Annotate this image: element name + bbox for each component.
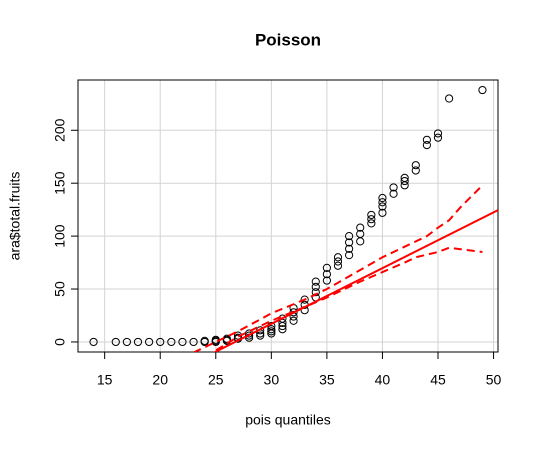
- point: [378, 198, 387, 207]
- point: [278, 325, 287, 334]
- envelope-line: [193, 184, 484, 352]
- plot-area: [89, 85, 498, 352]
- point: [345, 232, 354, 241]
- point: [411, 161, 420, 170]
- point: [367, 210, 376, 220]
- x-tick-label: 25: [208, 372, 224, 388]
- point: [122, 337, 131, 347]
- point: [156, 337, 165, 347]
- point: [433, 133, 443, 142]
- y-tick-label: 100: [52, 224, 68, 248]
- point: [422, 135, 431, 144]
- point: [367, 215, 376, 224]
- point: [389, 183, 398, 192]
- point: [389, 189, 398, 198]
- fit-line: [212, 209, 498, 352]
- y-tick-label: 0: [52, 338, 68, 346]
- x-tick-label: 15: [97, 372, 113, 388]
- point: [345, 238, 354, 247]
- point: [189, 337, 198, 347]
- x-tick-label: 20: [152, 372, 168, 388]
- x-tick-label: 30: [264, 372, 280, 388]
- point: [289, 316, 298, 325]
- point: [345, 244, 354, 253]
- chart-title: Poisson: [255, 30, 321, 49]
- point: [245, 331, 254, 340]
- point: [400, 176, 409, 186]
- point: [411, 166, 420, 175]
- point: [478, 85, 487, 95]
- point: [311, 288, 320, 297]
- point: [322, 276, 331, 285]
- point: [378, 208, 387, 217]
- envelope-line: [210, 246, 483, 352]
- point: [322, 263, 331, 272]
- point: [311, 282, 320, 292]
- point: [333, 261, 343, 270]
- point: [311, 277, 320, 286]
- point: [333, 257, 343, 266]
- point: [178, 337, 187, 347]
- x-tick-label: 40: [375, 372, 391, 388]
- point: [167, 337, 176, 347]
- point: [356, 229, 365, 239]
- point: [333, 253, 343, 262]
- point: [267, 327, 276, 336]
- y-tick-label: 200: [52, 118, 68, 142]
- point: [89, 337, 98, 347]
- point: [445, 94, 454, 103]
- point: [400, 173, 409, 182]
- point: [322, 270, 331, 279]
- point: [345, 251, 354, 260]
- point: [433, 129, 443, 138]
- point: [300, 295, 309, 304]
- point: [422, 140, 431, 150]
- x-axis-label: pois quantiles: [245, 412, 331, 428]
- point: [378, 193, 387, 203]
- x-tick-label: 50: [486, 372, 502, 388]
- point: [356, 223, 365, 232]
- x-tick-label: 45: [430, 372, 446, 388]
- point: [200, 336, 209, 345]
- point: [356, 237, 365, 246]
- point: [267, 325, 276, 334]
- point: [111, 337, 120, 347]
- plot-frame: [77, 79, 499, 353]
- y-axis-label: ara$total.fruits: [7, 172, 23, 261]
- y-tick-label: 150: [52, 171, 68, 195]
- point: [256, 331, 265, 340]
- x-tick-label: 35: [319, 372, 335, 388]
- point: [145, 337, 154, 347]
- point: [378, 202, 387, 211]
- point: [367, 219, 376, 228]
- point: [133, 337, 143, 347]
- y-tick-label: 50: [52, 281, 68, 297]
